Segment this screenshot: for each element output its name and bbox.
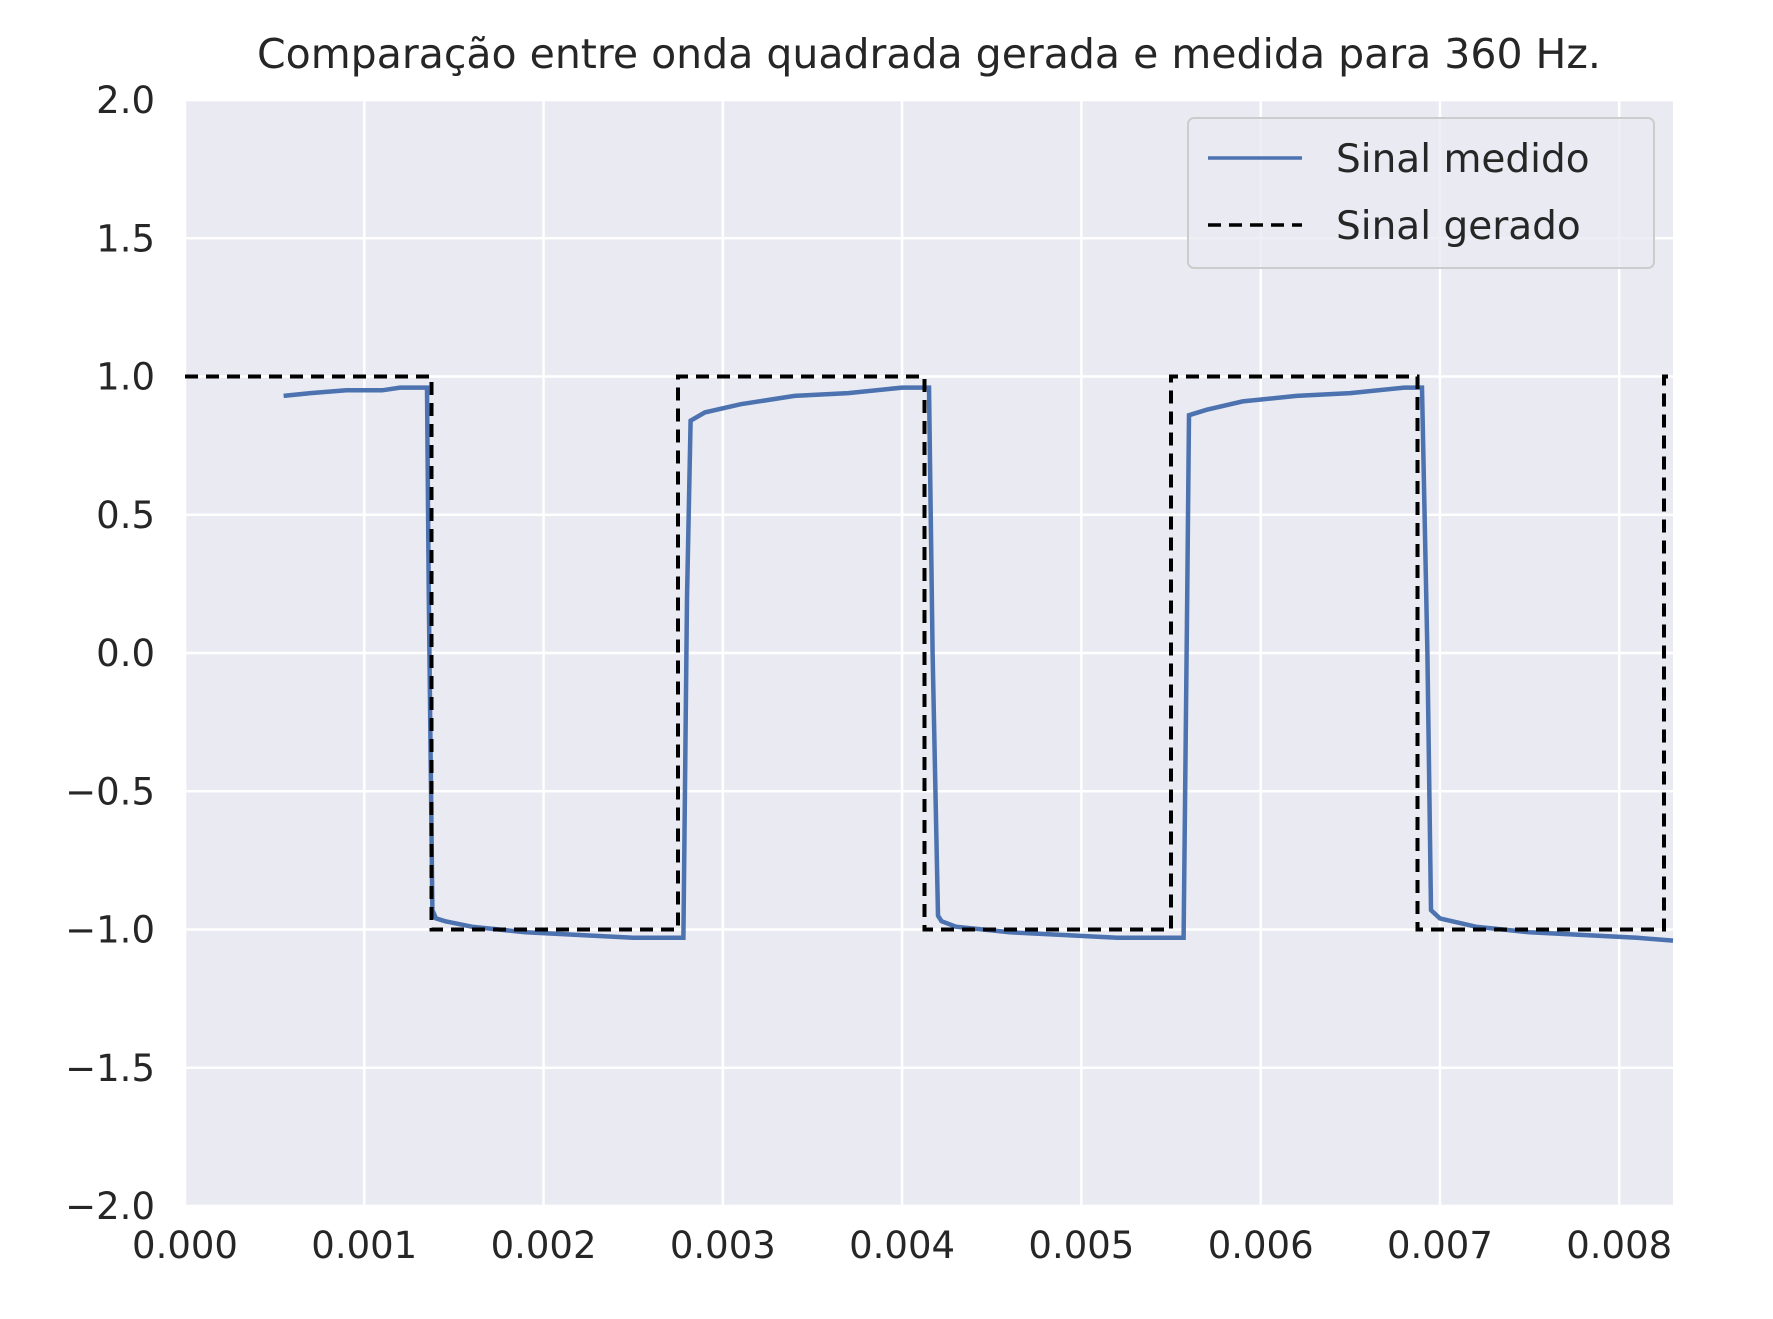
y-tick-label: 2.0 <box>96 79 155 122</box>
y-tick-label: −2.0 <box>65 1185 155 1228</box>
y-tick-label: −1.5 <box>65 1047 155 1090</box>
x-tick-label: 0.006 <box>1208 1224 1314 1267</box>
chart-title: Comparação entre onda quadrada gerada e … <box>257 30 1601 78</box>
legend-box <box>1187 117 1655 269</box>
x-tick-label: 0.004 <box>849 1224 955 1267</box>
legend-label-sinal-gerado: Sinal gerado <box>1336 204 1581 249</box>
x-tick-labels: 0.000 0.001 0.002 0.003 0.004 0.005 0.006 0.007… <box>132 1224 1672 1267</box>
y-tick-label: 0.5 <box>96 494 155 537</box>
y-tick-label: −1.0 <box>65 909 155 952</box>
x-tick-label: 0.007 <box>1387 1224 1493 1267</box>
y-tick-label: 1.5 <box>96 217 155 260</box>
series-line-sinal-gerado <box>185 374 1673 932</box>
legend-label-sinal-medido: Sinal medido <box>1336 137 1590 182</box>
y-tick-label: 0.0 <box>96 632 155 675</box>
y-tick-label: −0.5 <box>65 770 155 813</box>
x-tick-label: 0.008 <box>1566 1224 1672 1267</box>
y-tick-labels: 2.0 1.5 1.0 0.5 0.0 −0.5 −1.0 −1.5 −2.0 <box>65 79 155 1228</box>
x-tick-label: 0.002 <box>491 1224 597 1267</box>
x-tick-label: 0.003 <box>670 1224 776 1267</box>
x-tick-label: 0.005 <box>1028 1224 1134 1267</box>
series-layer <box>185 374 1674 943</box>
legend: Sinal medido Sinal gerado <box>1187 117 1655 269</box>
x-tick-label: 0.001 <box>311 1224 417 1267</box>
y-tick-label: 1.0 <box>96 356 155 399</box>
x-tick-label: 0.000 <box>132 1224 238 1267</box>
series-line-sinal-medido <box>283 385 1674 943</box>
